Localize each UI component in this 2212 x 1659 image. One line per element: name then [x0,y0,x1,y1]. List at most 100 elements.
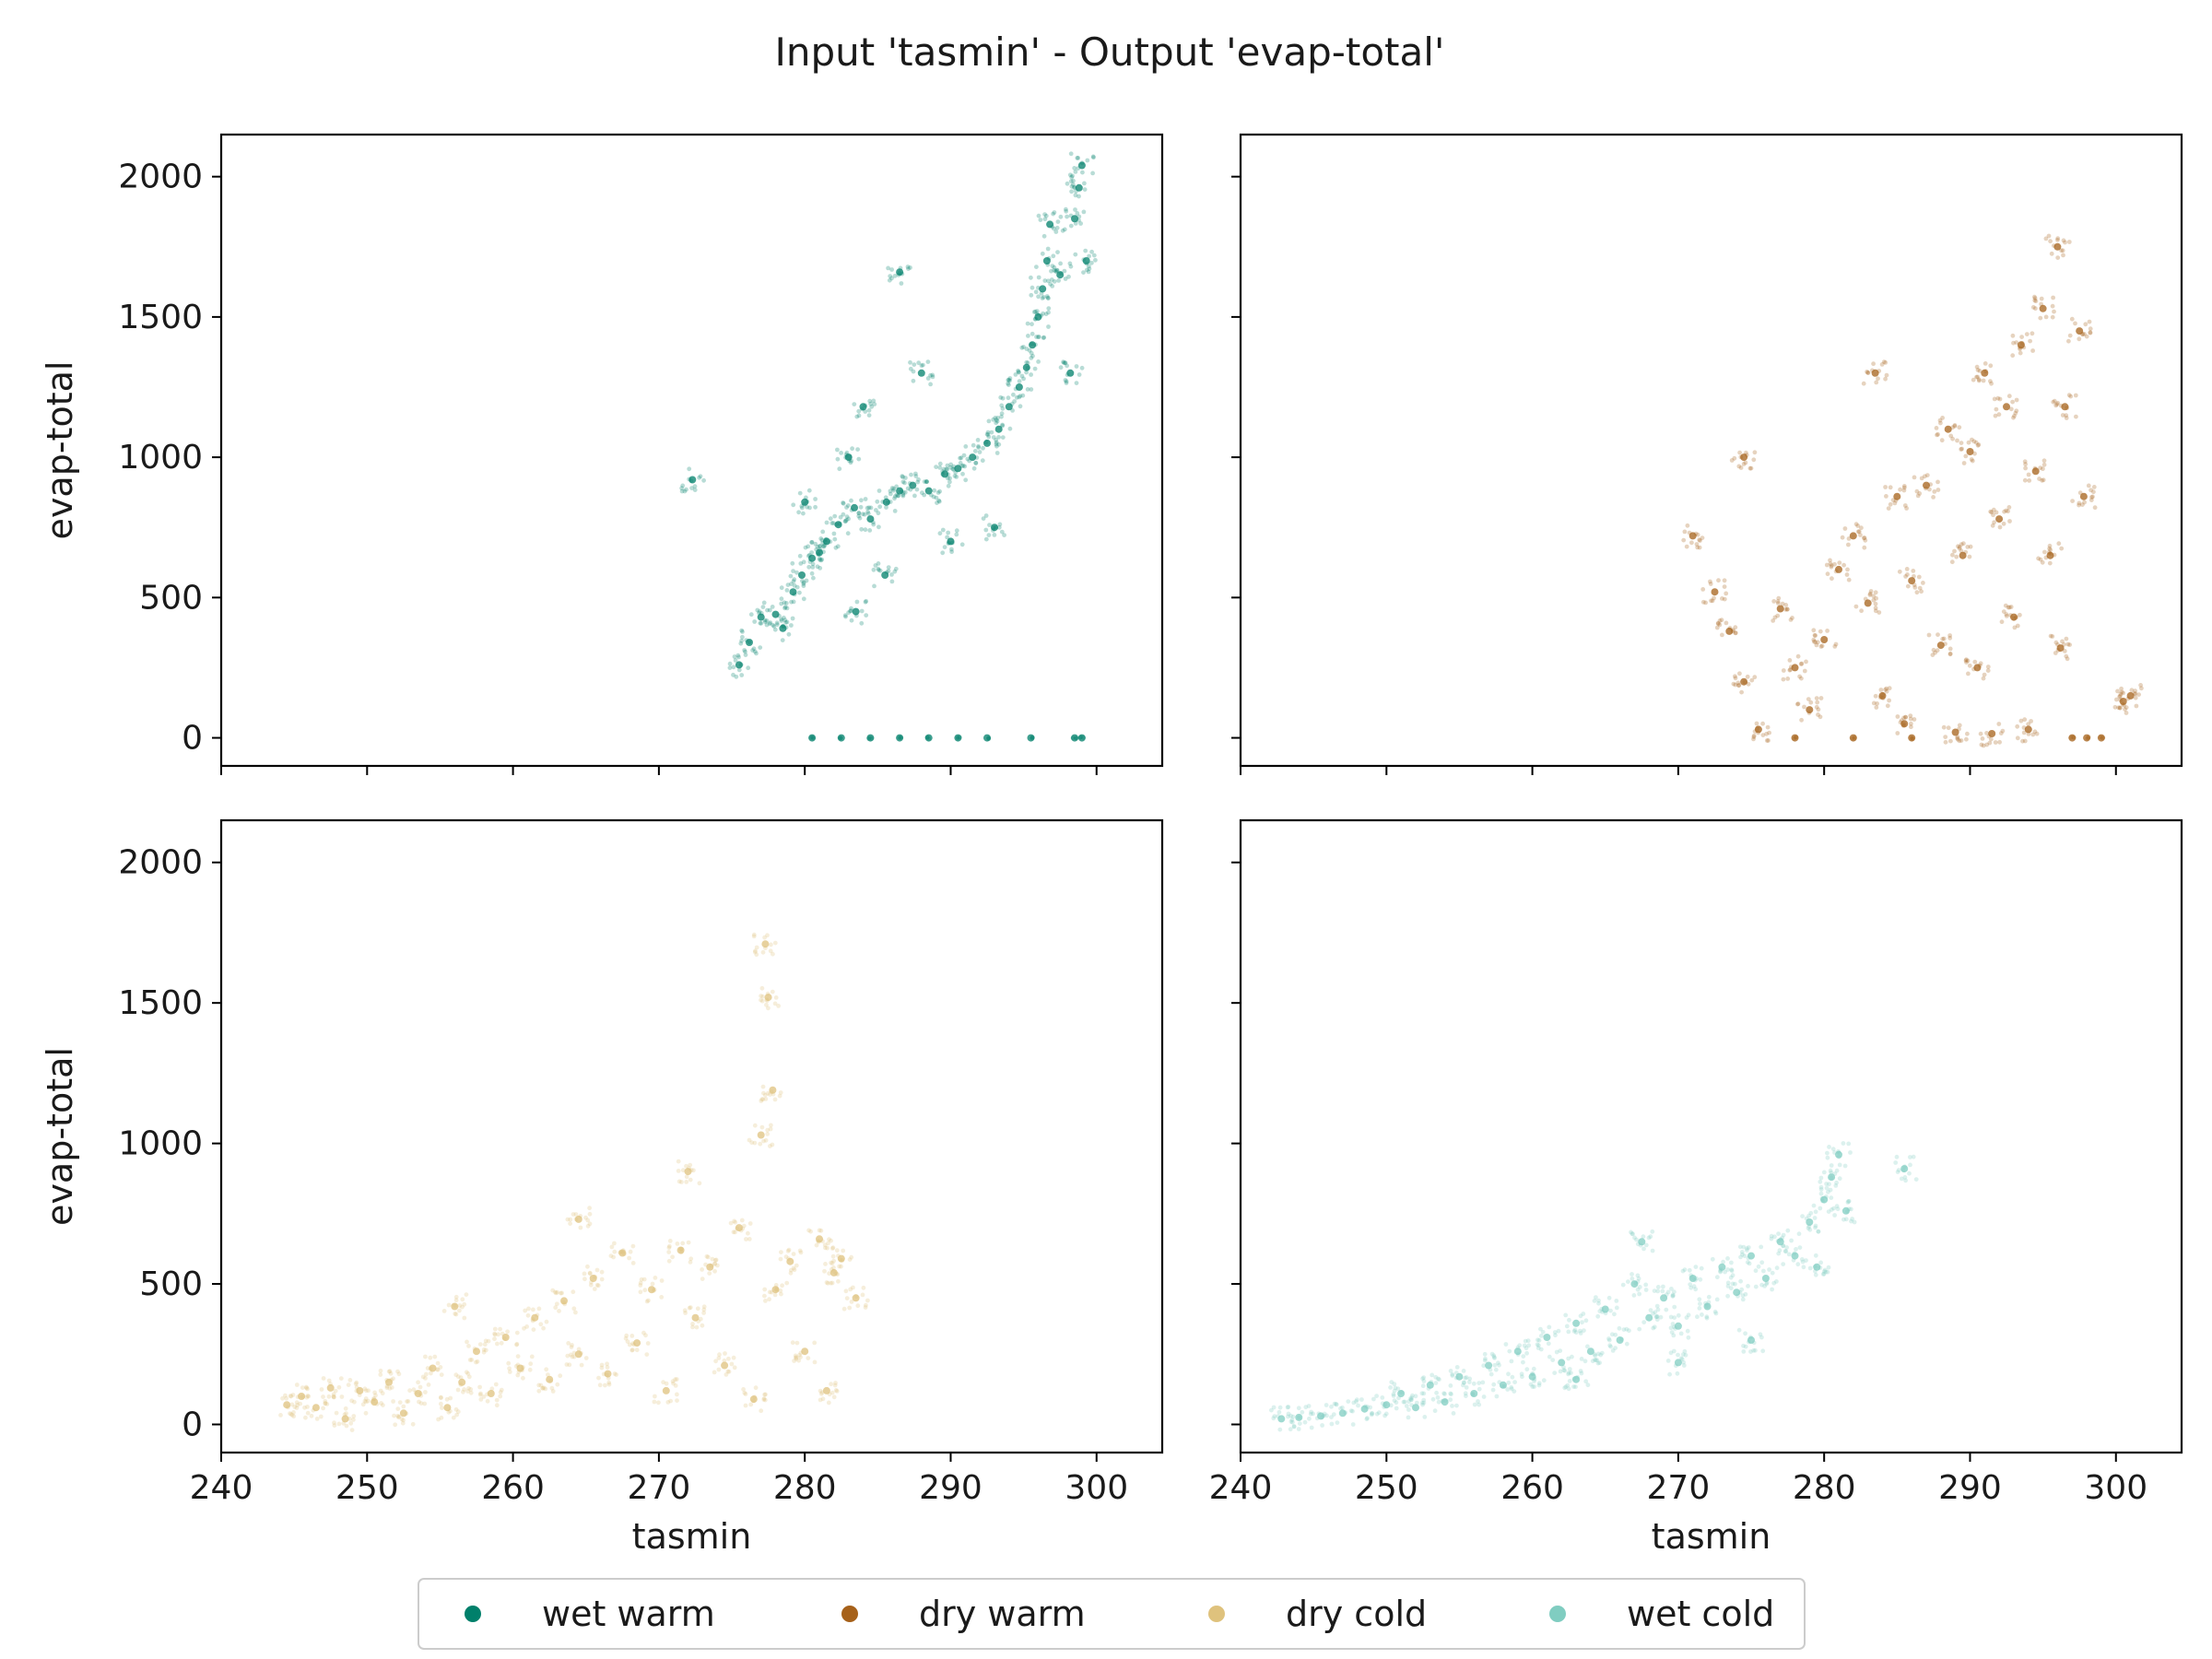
data-point-density [862,512,867,517]
data-point-density [844,517,849,523]
data-point-density [1738,465,1744,470]
data-point-density [571,1212,576,1217]
data-point-density [758,1141,763,1147]
data-point-density [813,504,818,510]
data-point-density [1046,310,1051,315]
data-point-density [631,1342,637,1347]
data-point-density [1970,437,1974,442]
data-point-density [808,1229,813,1234]
data-point-density [864,598,869,604]
data-point-density [2062,641,2066,647]
data-point-density [593,1275,598,1279]
data-point-density [900,490,906,495]
data-point-density [765,607,770,613]
x-tick-label: 280 [773,1469,837,1507]
data-point-density [1772,615,1778,620]
data-point-density [496,1332,500,1337]
data-point-density [1911,1154,1916,1159]
data-point-density [949,549,954,555]
data-point-density [336,1421,342,1427]
data-point-density [1536,1382,1542,1388]
data-point-density [1297,1421,1302,1426]
data-point-density [888,491,893,497]
data-point-density [1746,681,1751,687]
data-point [852,607,860,616]
data-point-density [1633,1280,1639,1286]
data-point-density [1952,548,1957,554]
data-point-density [1955,438,1959,443]
data-point-density [804,495,808,500]
data-point-density [515,1354,521,1359]
data-point-density [1901,488,1907,493]
data-point-density [860,1292,865,1298]
data-point-density [1078,221,1083,226]
data-point [501,1334,510,1341]
data-point-density [1630,1231,1635,1236]
data-point-density [1606,1337,1612,1343]
data-point-density [1739,1250,1745,1254]
data-point-density [757,610,761,616]
data-point-density [1454,1365,1460,1370]
data-point-density [2012,413,2017,418]
data-point-density [1350,1408,1355,1414]
data-point-density [671,1381,676,1386]
data-point-density [1053,229,1059,234]
data-point-density [1846,1198,1852,1204]
data-point-density [1693,1277,1698,1283]
data-point-density [1515,1352,1521,1357]
data-point-density [1058,261,1063,266]
data-point-density [1365,1405,1370,1409]
data-point [1674,1359,1682,1367]
data-point-density [1788,667,1793,672]
data-point-density [831,531,837,536]
data-point-density [1536,1343,1541,1348]
data-point-density [2026,722,2031,726]
data-point-density [1788,618,1794,622]
data-point-density [630,1243,636,1249]
data-point-density [289,1412,295,1418]
data-point [983,439,991,447]
data-point [1878,691,1887,700]
data-point-density [850,446,854,452]
data-point-density [2119,686,2124,691]
data-point-density [1772,1234,1777,1240]
data-point-density [686,1240,691,1245]
data-point-density [384,1385,390,1391]
data-point-density [1756,730,1760,735]
data-point-density [1329,1421,1335,1427]
data-point-density [1836,1154,1841,1159]
data-point-density [2098,735,2103,740]
data-point-density [530,1318,535,1324]
data-point-density [2118,693,2123,699]
data-point-density [624,1333,629,1338]
data-point-density [1919,589,1924,594]
data-point [1754,725,1762,734]
data-point-density [1835,1206,1841,1212]
data-point-density [634,1347,640,1353]
data-point-density [1655,1307,1661,1312]
data-point-density [1090,154,1096,159]
data-point-density [1394,1406,1399,1411]
data-point-density [2117,705,2123,711]
data-point-density [659,1295,665,1300]
data-point-density [780,638,785,642]
data-point-density [1350,1422,1356,1427]
data-point-density [1562,1385,1568,1391]
data-point [2046,551,2054,559]
data-point-density [815,544,820,549]
data-point [1761,1275,1770,1282]
data-point-density [1729,1267,1735,1272]
data-point-density [1036,213,1041,218]
data-point-density [444,1396,450,1402]
data-point-density [1000,422,1005,428]
data-point [1718,1263,1726,1271]
data-point-density [762,1092,768,1098]
data-point-density [500,1331,505,1336]
data-point-density [1610,1348,1616,1353]
data-point-density [1684,1315,1689,1320]
data-point-density [687,1305,692,1311]
data-point-density [1535,1342,1540,1347]
data-point-density [1834,1180,1839,1185]
data-point-density [605,1365,610,1370]
